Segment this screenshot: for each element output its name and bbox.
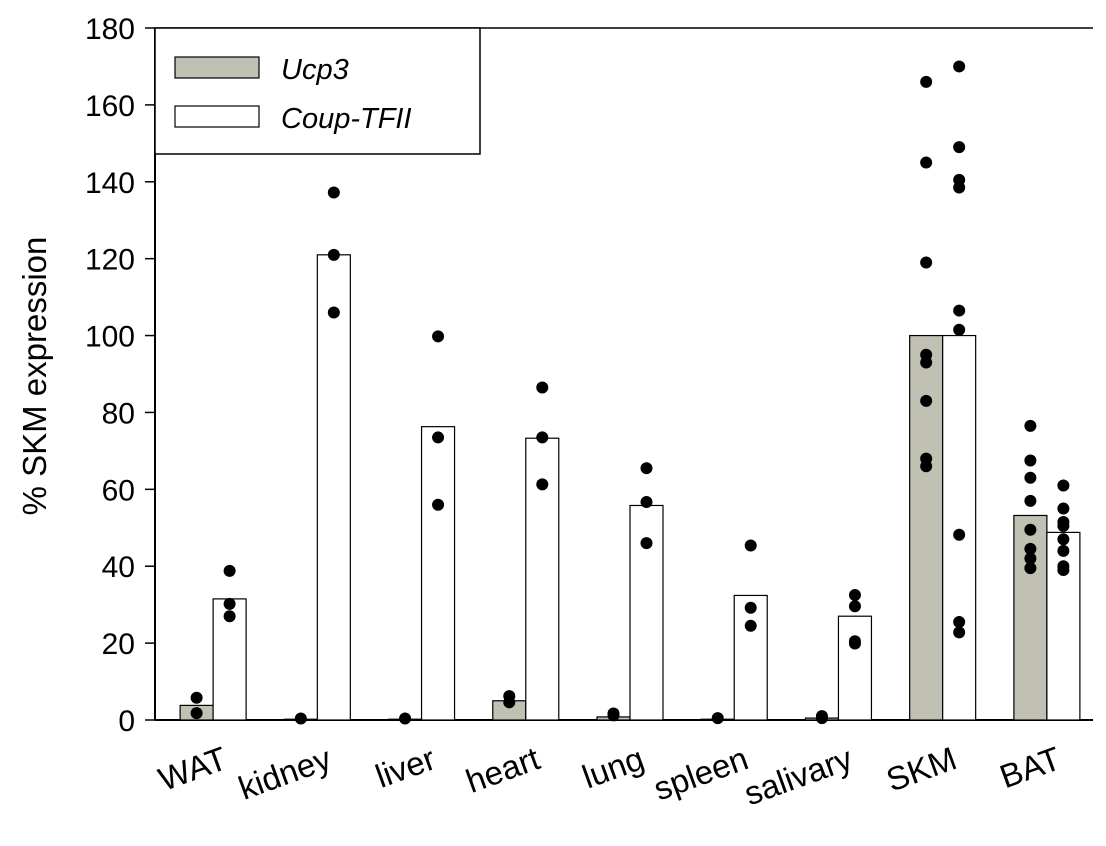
x-tick-label: kidney bbox=[234, 739, 337, 807]
data-point-coup-tfii-lung bbox=[640, 496, 653, 509]
data-point-coup-tfii-heart bbox=[536, 478, 549, 491]
bar-coup-tfii-salivary bbox=[837, 615, 873, 721]
data-point-coup-tfii-bat bbox=[1057, 502, 1070, 515]
legend-box bbox=[154, 27, 481, 155]
data-point-ucp3-spleen bbox=[711, 712, 724, 725]
y-axis-title: % SKM expression bbox=[16, 237, 53, 516]
data-point-ucp3-skm bbox=[920, 156, 933, 169]
data-point-coup-tfii-bat bbox=[1057, 564, 1070, 577]
data-point-ucp3-bat bbox=[1024, 542, 1037, 555]
bar-coup-tfii-skm bbox=[942, 334, 977, 721]
y-tick-label: 20 bbox=[102, 628, 135, 661]
data-point-coup-tfii-kidney bbox=[327, 306, 340, 319]
legend-swatch-ucp3 bbox=[174, 56, 260, 79]
y-tick-label: 100 bbox=[85, 321, 135, 354]
data-point-coup-tfii-skm bbox=[953, 528, 966, 541]
y-tick-label: 80 bbox=[102, 397, 135, 430]
x-tick-label: lung bbox=[577, 739, 648, 795]
y-tick-label: 160 bbox=[85, 90, 135, 123]
data-point-coup-tfii-skm bbox=[953, 60, 966, 73]
y-tick-label: 140 bbox=[85, 167, 135, 200]
data-point-coup-tfii-wat bbox=[223, 597, 236, 610]
data-point-group bbox=[190, 60, 1070, 725]
data-point-ucp3-wat bbox=[190, 691, 203, 704]
x-tick-label: SKM bbox=[881, 739, 961, 798]
data-point-coup-tfii-wat bbox=[223, 564, 236, 577]
y-tick-label: 120 bbox=[85, 244, 135, 277]
x-tick-label: heart bbox=[461, 739, 544, 799]
data-point-coup-tfii-skm bbox=[953, 615, 966, 628]
data-point-coup-tfii-salivary bbox=[848, 600, 861, 613]
data-point-ucp3-bat bbox=[1024, 552, 1037, 565]
data-point-ucp3-skm bbox=[920, 460, 933, 473]
data-point-coup-tfii-heart bbox=[536, 381, 549, 394]
bar-coup-tfii-liver bbox=[420, 426, 456, 721]
bar-coup-tfii-bat bbox=[1046, 531, 1081, 721]
data-point-coup-tfii-liver bbox=[432, 498, 445, 511]
data-point-ucp3-bat bbox=[1024, 562, 1037, 575]
data-point-coup-tfii-skm bbox=[953, 323, 966, 336]
y-tick-label: 40 bbox=[102, 551, 135, 584]
data-point-ucp3-skm bbox=[920, 394, 933, 407]
data-point-coup-tfii-skm bbox=[953, 141, 966, 154]
data-point-ucp3-liver bbox=[399, 712, 412, 725]
data-point-ucp3-skm bbox=[920, 356, 933, 369]
data-point-ucp3-bat bbox=[1024, 523, 1037, 536]
data-point-ucp3-bat bbox=[1024, 494, 1037, 507]
data-point-coup-tfii-bat bbox=[1057, 479, 1070, 492]
legend: Ucp3 Coup-TFII bbox=[154, 27, 481, 155]
x-tick-label: salivary bbox=[739, 739, 857, 812]
y-tick-label: 0 bbox=[118, 705, 135, 738]
data-point-ucp3-kidney bbox=[294, 712, 307, 725]
data-point-coup-tfii-salivary bbox=[848, 637, 861, 650]
legend-label-coup-tfii: Coup-TFII bbox=[281, 103, 412, 135]
bar-group bbox=[179, 254, 1081, 721]
data-point-ucp3-skm bbox=[920, 256, 933, 269]
data-point-coup-tfii-salivary bbox=[848, 589, 861, 602]
x-tick-label: spleen bbox=[649, 739, 753, 807]
data-point-coup-tfii-liver bbox=[432, 330, 445, 343]
data-point-coup-tfii-liver bbox=[432, 431, 445, 444]
data-point-coup-tfii-spleen bbox=[744, 619, 757, 632]
data-point-ucp3-bat bbox=[1024, 454, 1037, 467]
data-point-coup-tfii-wat bbox=[223, 610, 236, 623]
data-point-coup-tfii-lung bbox=[640, 537, 653, 550]
data-point-coup-tfii-skm bbox=[953, 181, 966, 194]
data-point-coup-tfii-skm bbox=[953, 304, 966, 317]
data-point-ucp3-bat bbox=[1024, 471, 1037, 484]
data-point-coup-tfii-bat bbox=[1057, 544, 1070, 557]
data-point-coup-tfii-skm bbox=[953, 626, 966, 639]
data-point-ucp3-wat bbox=[190, 707, 203, 720]
data-point-coup-tfii-bat bbox=[1057, 519, 1070, 532]
bar-coup-tfii-spleen bbox=[733, 594, 768, 721]
data-point-coup-tfii-spleen bbox=[744, 601, 757, 614]
data-point-ucp3-heart bbox=[503, 696, 516, 709]
data-point-coup-tfii-spleen bbox=[744, 539, 757, 552]
y-axis: 0 20 40 60 80 100 120 140 160 180 bbox=[85, 13, 155, 738]
bar-ucp3-skm bbox=[909, 334, 944, 721]
data-point-coup-tfii-kidney bbox=[327, 248, 340, 261]
data-point-ucp3-lung bbox=[607, 709, 620, 722]
data-point-coup-tfii-bat bbox=[1057, 533, 1070, 546]
data-point-ucp3-skm bbox=[920, 75, 933, 88]
data-point-coup-tfii-lung bbox=[640, 462, 653, 475]
legend-swatch-coup-tfii bbox=[174, 105, 260, 128]
y-tick-label: 180 bbox=[85, 13, 135, 46]
x-tick-label: liver bbox=[371, 739, 441, 794]
data-point-ucp3-salivary bbox=[815, 712, 828, 725]
data-point-ucp3-bat bbox=[1024, 419, 1037, 432]
legend-label-ucp3: Ucp3 bbox=[281, 54, 349, 86]
y-tick-label: 60 bbox=[102, 474, 135, 507]
data-point-coup-tfii-heart bbox=[536, 431, 549, 444]
bar-coup-tfii-kidney bbox=[316, 254, 351, 721]
x-tick-label: WAT bbox=[154, 739, 232, 798]
x-tick-label: BAT bbox=[995, 739, 1066, 795]
data-point-coup-tfii-kidney bbox=[327, 186, 340, 199]
